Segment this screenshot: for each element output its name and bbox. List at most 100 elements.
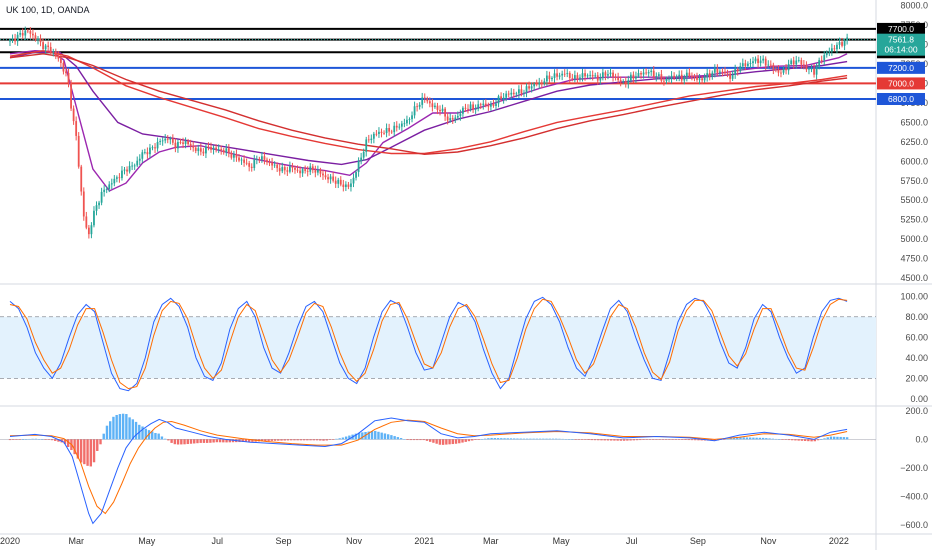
candle-body [556, 73, 558, 77]
candle-body [701, 78, 703, 81]
candle-body [617, 77, 620, 81]
candle-body [726, 73, 729, 75]
macd-histogram-bar [658, 439, 661, 440]
candle-body [820, 60, 823, 61]
candle-body [266, 159, 268, 163]
candle-body [647, 72, 650, 74]
candle-body [472, 104, 474, 110]
macd-histogram-bar [629, 439, 632, 441]
candle-body [421, 97, 424, 105]
candle-body [520, 89, 523, 94]
candle-body [512, 92, 515, 95]
candle-body [749, 63, 752, 64]
candle-body [462, 107, 464, 114]
macd-histogram-bar [609, 439, 613, 441]
candle-body [164, 138, 167, 141]
candle-body [838, 42, 841, 45]
macd-histogram-bar [409, 439, 412, 441]
macd-histogram-bar [816, 439, 820, 441]
candle-body [724, 71, 726, 74]
macd-histogram-bar [28, 438, 31, 440]
time-axis-label: 2022 [829, 536, 849, 546]
candle-body [85, 216, 88, 228]
candle-body [283, 167, 286, 171]
candle-body [29, 31, 32, 34]
macd-histogram-bar [163, 438, 167, 440]
candle-body [62, 62, 65, 72]
candle-body [347, 184, 350, 187]
macd-histogram-bar [503, 438, 506, 440]
macd-histogram-bar [154, 433, 157, 440]
candle-body [400, 123, 403, 127]
candle-body [192, 145, 195, 148]
candle-body [156, 141, 159, 149]
candle-body [591, 74, 594, 77]
candle-body [105, 189, 108, 190]
macd-histogram-bar [260, 439, 264, 442]
candle-body [423, 97, 426, 99]
macd-histogram-bar [807, 439, 810, 442]
candle-body [619, 80, 622, 82]
candle-body [764, 58, 767, 66]
price-tick-label: 6500.0 [900, 117, 928, 127]
candle-body [436, 105, 439, 110]
candle-body [187, 141, 190, 145]
macd-histogram-bar [83, 439, 86, 465]
candle-body [571, 78, 574, 79]
moving-averages-layer [9, 49, 848, 192]
candle-body [171, 138, 174, 143]
stochastic-tick-label: 40.00 [905, 353, 928, 363]
macd-histogram-bar [383, 433, 387, 440]
candle-body [596, 75, 599, 81]
candle-body [14, 38, 16, 42]
candle-body [670, 75, 673, 79]
candle-body [360, 157, 363, 162]
candle-body [640, 73, 642, 75]
candle-body [846, 37, 849, 41]
time-axis-label: May [553, 536, 571, 546]
candle-body [350, 183, 352, 187]
macd-histogram-bar [519, 438, 522, 440]
macd-histogram-bar [328, 439, 332, 440]
macd-histogram-bar [584, 439, 587, 440]
macd-histogram-bar [642, 439, 645, 440]
stochastic-layer [0, 296, 876, 392]
candle-body [408, 119, 411, 120]
candle-body [207, 146, 210, 148]
macd-histogram-bar [338, 438, 341, 440]
macd-histogram-bar [315, 439, 319, 441]
candle-body [752, 61, 754, 64]
candle-body [159, 141, 162, 142]
candle-body [774, 69, 777, 71]
candle-body [113, 178, 116, 184]
candle-body [65, 71, 67, 73]
macd-histogram-bar [558, 438, 561, 440]
candle-body [100, 191, 103, 203]
candle-body [59, 58, 62, 63]
candle-body [762, 58, 765, 61]
candle-body [561, 73, 564, 76]
last-price-text: 7561.8 [888, 35, 914, 45]
level-badge-text: 7000.0 [888, 78, 914, 88]
candle-body [212, 147, 215, 150]
macd-histogram-bar [205, 439, 209, 443]
macd-histogram-bar [600, 439, 603, 441]
candle-body [675, 76, 678, 78]
macd-histogram-bar [480, 439, 484, 440]
candle-body [545, 75, 548, 82]
stochastic-tick-label: 100.00 [900, 291, 928, 301]
macd-tick-label: −600.0 [900, 520, 928, 530]
macd-histogram-bar [545, 438, 548, 440]
candle-body [579, 77, 581, 80]
candle-body [484, 103, 487, 106]
candle-body [306, 170, 309, 172]
candle-body [706, 73, 709, 78]
candle-body [378, 131, 380, 135]
candle-body [174, 142, 177, 149]
macd-histogram-bar [739, 437, 742, 440]
candle-body [149, 147, 151, 155]
candle-body [836, 44, 838, 50]
candle-body [367, 139, 370, 141]
macd-histogram-bar [18, 439, 21, 440]
